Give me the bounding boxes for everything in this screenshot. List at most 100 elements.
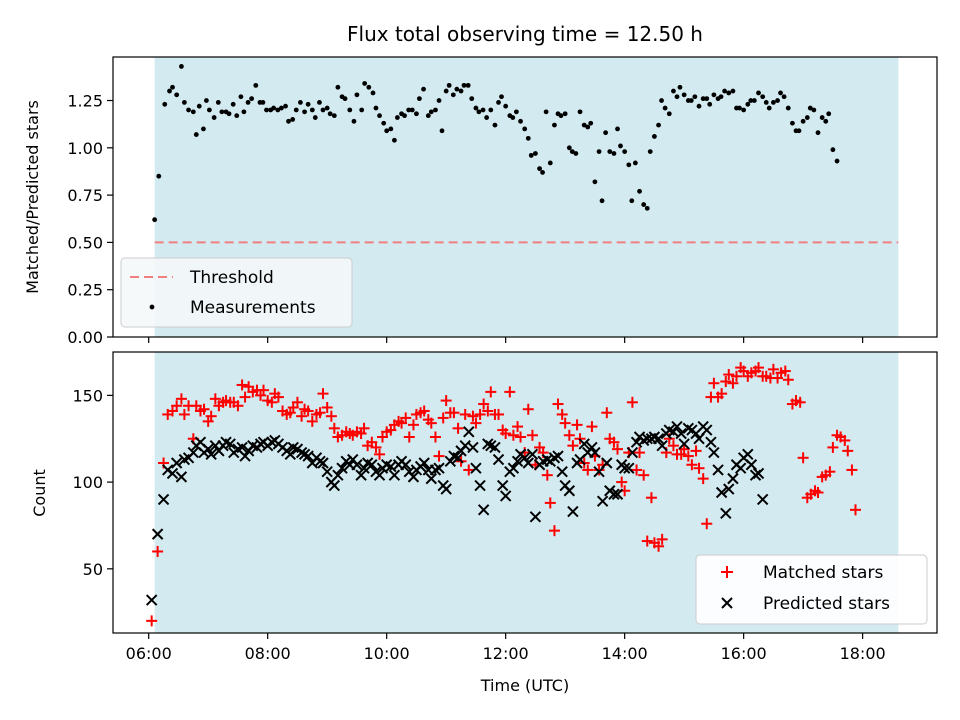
matched-star-point: [556, 408, 568, 420]
matched-star-point: [291, 396, 303, 408]
predicted-star-point: [715, 486, 728, 499]
predicted-star-point: [745, 459, 758, 471]
predicted-star-point: [701, 424, 713, 436]
measurement-point: [569, 149, 575, 154]
predicted-star-point: [675, 427, 687, 440]
predicted-star-point: [708, 446, 720, 459]
measurement-point: [204, 98, 209, 103]
measurement-point: [370, 90, 376, 96]
measurement-point: [552, 122, 557, 128]
measurement-point: [826, 111, 832, 117]
predicted-star-point: [734, 462, 747, 474]
measurement-point: [249, 96, 255, 102]
predicted-star-point: [328, 479, 341, 492]
legend-matched-label: Matched stars: [763, 563, 883, 583]
measurement-point: [834, 158, 840, 164]
predicted-star-point: [151, 528, 164, 540]
measurement-point: [618, 143, 623, 149]
measurement-point: [253, 82, 259, 88]
matched-star-point: [563, 429, 575, 441]
top-panel: Flux total observing time = 12.50 h 0.00…: [23, 22, 938, 347]
top-y-tick-label: 0.00: [67, 328, 103, 347]
predicted-star-point: [529, 511, 542, 523]
measurement-point: [193, 132, 199, 137]
predicted-star-point: [678, 438, 690, 450]
legend-predicted-label: Predicted stars: [763, 594, 890, 614]
matched-star-point: [638, 469, 650, 481]
bottom-y-tick-label: 50: [83, 560, 103, 579]
measurement-point: [763, 100, 769, 105]
top-y-tick-label: 1.25: [67, 92, 103, 111]
bottom-x-ticks: 06:00 08:00 10:00 12:00 14:00 16:00 18:00: [126, 633, 886, 663]
matched-star-point: [374, 448, 386, 460]
measurement-point: [206, 107, 212, 113]
measurement-point: [181, 100, 187, 105]
predicted-star-point: [608, 488, 620, 500]
predicted-star-point: [596, 495, 609, 507]
predicted-star-point: [317, 457, 329, 469]
matched-star-point: [440, 395, 452, 407]
measurement-point: [688, 98, 694, 103]
measurement-point: [823, 118, 829, 124]
matched-star-point: [474, 408, 486, 420]
predicted-star-point: [202, 443, 214, 455]
measurement-point: [718, 94, 724, 100]
measurement-point: [162, 101, 168, 107]
measurement-point: [730, 88, 736, 94]
measurement-point: [384, 128, 390, 134]
measurement-point: [726, 90, 732, 96]
measurement-point: [585, 124, 591, 130]
measurement-point: [778, 90, 783, 96]
measurement-point: [305, 101, 311, 107]
matched-star-point: [526, 429, 538, 441]
top-y-tick-label: 0.50: [67, 233, 103, 252]
matched-star-point: [209, 393, 221, 405]
predicted-star-point: [656, 439, 668, 452]
measurement-point: [711, 92, 717, 98]
matched-star-point: [626, 396, 638, 408]
matched-star-point: [493, 408, 505, 420]
matched-star-point: [296, 410, 308, 422]
measurement-point: [741, 107, 747, 113]
measurement-point: [811, 107, 817, 113]
matched-star-point: [403, 431, 415, 443]
matched-star-point: [631, 464, 643, 476]
matched-star-point: [559, 417, 571, 429]
matched-star-point: [452, 422, 464, 434]
matched-star-point: [690, 445, 702, 457]
matched-star-point: [571, 419, 583, 431]
matched-star-point: [205, 410, 217, 422]
predicted-star-point: [507, 462, 520, 474]
top-y-ticks: 0.00 0.25 0.50 0.75 1.00 1.25: [67, 92, 113, 347]
predicted-star-point: [418, 457, 430, 469]
predicted-star-point: [470, 462, 482, 474]
matched-star-point: [152, 545, 164, 557]
matched-star-point: [459, 408, 471, 420]
predicted-star-point: [522, 457, 534, 469]
legend-predicted-swatch: [721, 597, 733, 609]
predicted-star-point: [556, 465, 568, 478]
matched-star-point: [328, 422, 340, 434]
measurement-point: [245, 100, 251, 105]
measurement-point: [537, 166, 542, 172]
measurement-point: [513, 109, 519, 115]
measurement-point: [775, 98, 780, 103]
measurement-point: [373, 105, 379, 111]
matched-star-point: [482, 405, 494, 417]
measurement-point: [170, 84, 175, 90]
matched-star-point: [779, 365, 791, 377]
measurement-point: [473, 105, 479, 111]
measurement-point: [692, 94, 698, 100]
x-tick-label: 12:00: [483, 644, 529, 663]
predicted-star-point: [157, 493, 170, 506]
matched-star-point: [849, 504, 861, 516]
matched-star-point: [846, 464, 858, 476]
measurement-point: [450, 92, 456, 98]
measurement-point: [264, 107, 269, 113]
measurement-point: [800, 118, 806, 124]
top-legend-box: [120, 257, 353, 328]
measurement-point: [351, 118, 357, 124]
predicted-star-point: [224, 438, 236, 450]
matched-star-point: [358, 422, 370, 434]
predicted-star-point: [284, 448, 297, 461]
